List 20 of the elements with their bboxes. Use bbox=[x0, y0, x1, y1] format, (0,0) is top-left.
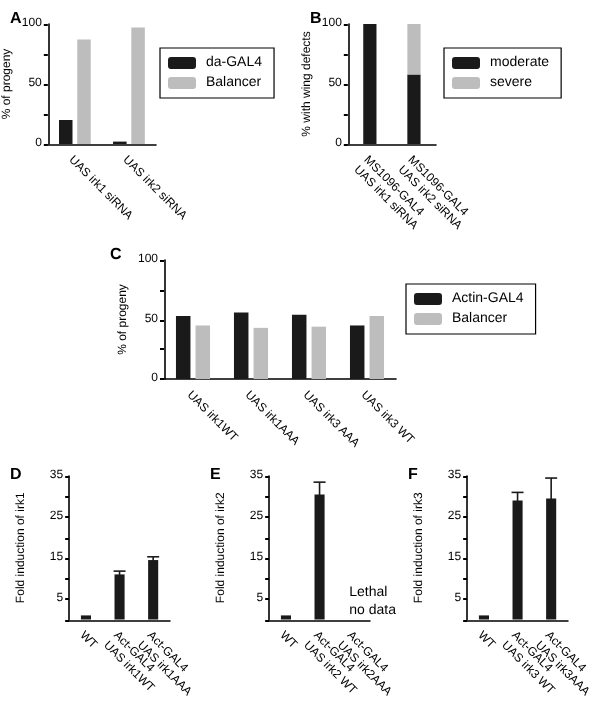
bar bbox=[195, 325, 211, 380]
bar bbox=[349, 325, 365, 380]
bar bbox=[148, 560, 159, 620]
chart-title: C bbox=[110, 245, 122, 263]
bar bbox=[77, 39, 91, 144]
bar bbox=[291, 314, 307, 380]
bar bbox=[253, 327, 269, 380]
bar bbox=[114, 574, 125, 620]
bar bbox=[58, 120, 73, 144]
bar bbox=[175, 315, 191, 380]
chart-title: D bbox=[10, 465, 22, 483]
bar bbox=[369, 315, 385, 380]
chart-title: E bbox=[210, 465, 222, 483]
chart-title: B bbox=[310, 9, 322, 27]
chart-title: F bbox=[408, 465, 418, 483]
bar bbox=[512, 500, 523, 620]
bar bbox=[233, 312, 249, 380]
chart-title: A bbox=[10, 9, 22, 27]
bar bbox=[311, 326, 327, 380]
bar bbox=[131, 27, 145, 144]
